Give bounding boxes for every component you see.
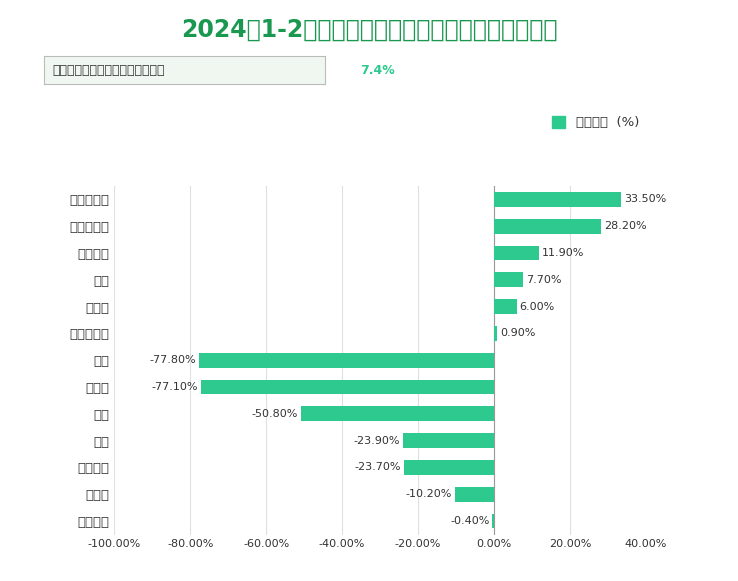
Text: 6.00%: 6.00% <box>520 302 555 311</box>
Text: 28.20%: 28.20% <box>604 221 646 231</box>
Text: 7.4%: 7.4% <box>360 64 395 77</box>
Text: 全州规模以上工业增加值同比增长: 全州规模以上工业增加值同比增长 <box>52 64 165 77</box>
Bar <box>455 487 494 501</box>
Bar <box>199 353 494 368</box>
Text: -23.90%: -23.90% <box>354 436 400 446</box>
Bar <box>404 460 494 475</box>
Text: 7.70%: 7.70% <box>526 275 562 285</box>
Bar <box>494 219 601 234</box>
Bar <box>494 272 523 287</box>
Text: -77.10%: -77.10% <box>152 382 199 392</box>
Text: 33.50%: 33.50% <box>624 194 666 205</box>
Bar <box>403 433 494 448</box>
Bar <box>494 246 539 260</box>
Text: -10.20%: -10.20% <box>406 489 452 499</box>
Bar <box>201 379 494 394</box>
Text: -23.70%: -23.70% <box>354 462 401 472</box>
Text: 2024年1-2月海北州规模以上工业产品产量增长情况: 2024年1-2月海北州规模以上工业产品产量增长情况 <box>181 17 557 41</box>
Text: -0.40%: -0.40% <box>450 516 489 526</box>
Text: 0.90%: 0.90% <box>500 328 536 338</box>
Legend: 产量增长  (%): 产量增长 (%) <box>552 116 639 129</box>
Bar <box>301 407 494 421</box>
Text: -50.80%: -50.80% <box>252 409 298 419</box>
Bar <box>494 326 497 341</box>
Text: 11.90%: 11.90% <box>542 248 584 258</box>
Bar <box>494 299 517 314</box>
Bar <box>492 514 494 529</box>
Bar <box>494 192 621 207</box>
Text: -77.80%: -77.80% <box>149 355 196 365</box>
